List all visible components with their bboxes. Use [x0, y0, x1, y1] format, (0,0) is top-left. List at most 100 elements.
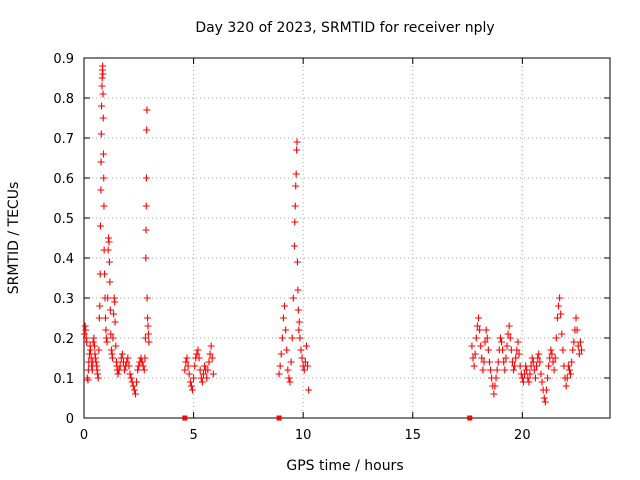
data-point: [194, 346, 202, 354]
data-point: [111, 298, 119, 306]
data-point: [129, 382, 137, 390]
data-point: [550, 366, 558, 374]
data-point: [199, 370, 207, 378]
data-point: [105, 238, 113, 246]
data-point: [541, 398, 549, 406]
data-point: [181, 366, 189, 374]
data-point: [108, 354, 116, 362]
data-point: [97, 158, 105, 166]
data-point: [544, 374, 552, 382]
data-point: [104, 246, 112, 254]
data-point: [144, 322, 152, 330]
data-point: [477, 342, 485, 350]
data-point: [295, 326, 303, 334]
data-point: [510, 366, 518, 374]
data-point: [103, 338, 111, 346]
data-point: [144, 330, 152, 338]
data-point: [96, 302, 104, 310]
data-point: [126, 370, 134, 378]
data-point: [130, 386, 138, 394]
data-point: [99, 70, 107, 78]
data-point: [575, 350, 583, 358]
data-point: [102, 326, 110, 334]
data-point: [142, 202, 150, 210]
data-point: [559, 346, 567, 354]
y-tick-label: 0.7: [53, 132, 74, 147]
data-point: [205, 358, 213, 366]
data-point: [190, 374, 198, 382]
data-point: [97, 130, 105, 138]
data-point: [95, 314, 103, 322]
data-point: [576, 338, 584, 346]
data-point: [133, 378, 141, 386]
data-point: [557, 310, 565, 318]
data-point: [291, 218, 299, 226]
data-point: [201, 362, 209, 370]
data-point: [99, 114, 107, 122]
data-point: [501, 366, 509, 374]
data-point: [294, 306, 302, 314]
data-point: [293, 146, 301, 154]
data-point: [117, 354, 125, 362]
data-point: [142, 174, 150, 182]
data-point: [109, 334, 117, 342]
data-point: [554, 302, 562, 310]
data-point: [547, 346, 555, 354]
y-axis-label: SRMTID / TECUs: [6, 182, 22, 295]
data-point: [473, 322, 481, 330]
data-point: [284, 366, 292, 374]
data-point: [118, 350, 126, 358]
data-point: [101, 314, 109, 322]
x-tick-label: 20: [514, 428, 531, 443]
data-point: [134, 366, 142, 374]
data-point: [302, 342, 310, 350]
plot-frame: [83, 57, 611, 419]
data-point: [491, 382, 499, 390]
data-point: [499, 346, 507, 354]
data-point: [504, 330, 512, 338]
data-point: [551, 354, 559, 362]
data-point: [106, 306, 114, 314]
data-point: [526, 370, 534, 378]
data-point: [556, 294, 564, 302]
data-point: [100, 150, 108, 158]
data-point: [83, 338, 91, 346]
data-point: [496, 334, 504, 342]
data-point: [95, 346, 103, 354]
data-point: [298, 354, 306, 362]
data-point: [141, 334, 149, 342]
data-point: [101, 270, 109, 278]
ticks: 0 0.1 0.2 0.3 0.4 0.5 0.6 0.7 0.8 0.9 0 5 10 15 20: [53, 52, 610, 443]
data-point: [297, 346, 305, 354]
data-point: [98, 102, 106, 110]
data-point: [290, 242, 298, 250]
data-point: [125, 362, 133, 370]
data-point: [533, 362, 541, 370]
data-point: [564, 362, 572, 370]
data-point: [558, 330, 566, 338]
data-point: [132, 390, 140, 398]
data-point: [286, 378, 294, 386]
data-point: [479, 366, 487, 374]
data-point: [191, 362, 199, 370]
data-point: [505, 322, 513, 330]
data-point: [537, 370, 545, 378]
data-point: [287, 358, 295, 366]
y-tick-label: 0.2: [53, 332, 74, 347]
data-point: [492, 374, 500, 382]
data-point: [481, 338, 489, 346]
data-point: [568, 358, 576, 366]
data-point: [573, 326, 581, 334]
data-point: [143, 294, 151, 302]
chart-title: Day 320 of 2023, SRMTID for receiver npl…: [195, 20, 494, 36]
x-axis-label: GPS time / hours: [286, 458, 403, 474]
data-point: [304, 362, 312, 370]
data-point: [102, 334, 110, 342]
data-point: [471, 350, 479, 358]
data-point: [524, 374, 532, 382]
data-point: [545, 362, 553, 370]
data-point: [291, 202, 299, 210]
data-point: [468, 342, 476, 350]
data-point: [515, 350, 523, 358]
